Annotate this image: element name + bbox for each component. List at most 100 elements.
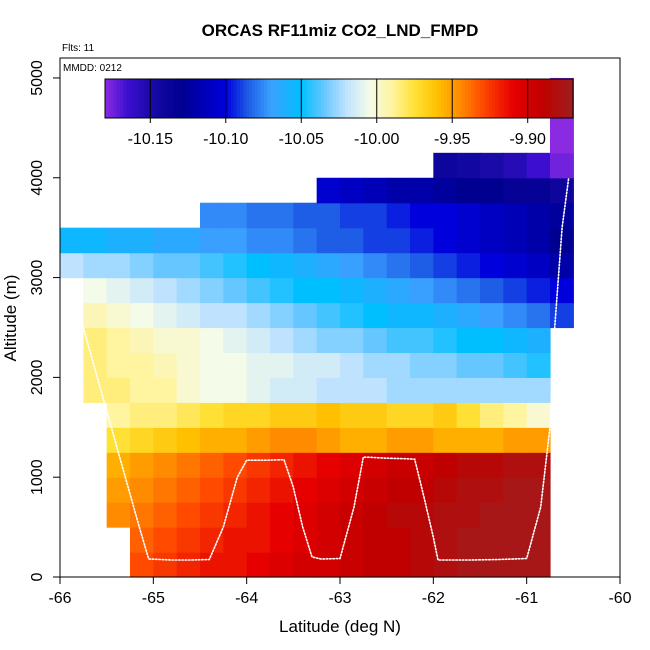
heatmap-cell — [200, 502, 224, 528]
colorbar-segment — [471, 79, 475, 118]
colorbar-segment — [222, 79, 226, 118]
colorbar-segment — [408, 79, 412, 118]
heatmap-cell — [316, 277, 341, 304]
heatmap-cell — [60, 252, 84, 279]
colorbar-segment — [429, 79, 433, 118]
heatmap-cell — [223, 202, 248, 229]
colorbar-segment — [453, 79, 457, 118]
colorbar-segment — [510, 79, 514, 118]
heatmap-cell — [340, 452, 364, 478]
colorbar-segment — [360, 79, 364, 118]
heatmap-cell — [223, 277, 248, 304]
heatmap-cell — [456, 327, 481, 354]
colorbar-segment — [432, 79, 436, 118]
colorbar-segment — [129, 79, 133, 118]
colorbar-segment — [525, 79, 529, 118]
heatmap-cell — [246, 202, 271, 229]
heatmap-cell — [246, 252, 271, 279]
heatmap-cell — [480, 227, 504, 254]
heatmap-cell — [153, 227, 178, 254]
heatmap-cell — [433, 427, 458, 453]
heatmap-cell — [130, 302, 154, 329]
heatmap-cell — [176, 502, 201, 528]
heatmap-cell — [550, 177, 574, 204]
colorbar-tick-label: -9.90 — [509, 131, 546, 148]
colorbar-segment — [492, 79, 496, 118]
colorbar-segment — [174, 79, 178, 118]
colorbar-segment — [120, 79, 124, 118]
heatmap-cell — [433, 327, 458, 354]
heatmap-cell — [340, 327, 364, 354]
heatmap-cell — [293, 327, 318, 354]
colorbar-segment — [447, 79, 451, 118]
heatmap-cell — [503, 502, 528, 528]
heatmap-cell — [106, 277, 131, 304]
heatmap-cell — [433, 352, 458, 378]
flights-annotation: Flts: 11 — [62, 43, 94, 54]
heatmap-cell — [316, 252, 341, 279]
heatmap-cell — [503, 302, 528, 329]
heatmap-cell — [386, 502, 411, 528]
heatmap-cell — [410, 277, 434, 304]
heatmap-cell — [130, 327, 154, 354]
heatmap-cell — [456, 452, 481, 478]
heatmap-cell — [246, 327, 271, 354]
heatmap-cell — [293, 502, 318, 528]
colorbar-segment — [105, 79, 109, 118]
colorbar-segment — [372, 79, 376, 118]
heatmap-cell — [246, 502, 271, 528]
heatmap-cell — [106, 502, 131, 528]
heatmap-cell — [200, 552, 224, 578]
colorbar-segment — [423, 79, 427, 118]
heatmap-cell — [410, 352, 434, 378]
heatmap-cell — [270, 552, 294, 578]
heatmap-cell — [456, 502, 481, 528]
heatmap-cell — [480, 327, 504, 354]
heatmap-cell — [410, 552, 434, 578]
colorbar-segment — [387, 79, 391, 118]
colorbar-segment — [558, 79, 562, 118]
heatmap-cell — [176, 527, 201, 553]
colorbar: -10.15 -10.10 -10.05 -10.00 -9.95 -9.90 — [104, 78, 574, 148]
heatmap-cell — [340, 252, 364, 279]
heatmap-cell — [153, 377, 178, 403]
heatmap-cell — [223, 477, 248, 503]
heatmap-cell — [480, 302, 504, 329]
heatmap-cell — [340, 177, 364, 204]
heatmap-cell — [200, 527, 224, 553]
colorbar-segment — [480, 79, 484, 118]
heatmap-cell — [106, 252, 131, 279]
heatmap-cell — [526, 302, 551, 329]
y-tick-label: 3000 — [29, 260, 46, 296]
heatmap-cell — [130, 252, 154, 279]
colorbar-segment — [546, 79, 550, 118]
colorbar-segment — [279, 79, 283, 118]
colorbar-segment — [477, 79, 481, 118]
heatmap-cell — [223, 502, 248, 528]
heatmap-cell — [480, 177, 504, 204]
colorbar-segment — [276, 79, 280, 118]
heatmap-cell — [223, 402, 248, 428]
colorbar-segment — [114, 79, 118, 118]
colorbar-tick-label: -10.10 — [203, 131, 248, 148]
colorbar-segment — [462, 79, 466, 118]
heatmap-cell — [293, 227, 318, 254]
colorbar-segment — [441, 79, 445, 118]
colorbar-segment — [117, 79, 121, 118]
heatmap-cell — [550, 127, 574, 154]
heatmap-cell — [363, 202, 388, 229]
heatmap-cell — [550, 302, 574, 329]
heatmap-cell — [316, 377, 341, 403]
colorbar-segment — [378, 79, 382, 118]
colorbar-segment — [399, 79, 403, 118]
colorbar-segment — [540, 79, 544, 118]
heatmap-cell — [526, 527, 551, 553]
heatmap-cell — [386, 427, 411, 453]
heatmap-cell — [130, 377, 154, 403]
heatmap-cell — [433, 177, 458, 204]
heatmap-cell — [293, 452, 318, 478]
heatmap-cell — [83, 302, 108, 329]
heatmap-cell — [270, 227, 294, 254]
colorbar-segment — [444, 79, 448, 118]
heatmap-cell — [293, 527, 318, 553]
